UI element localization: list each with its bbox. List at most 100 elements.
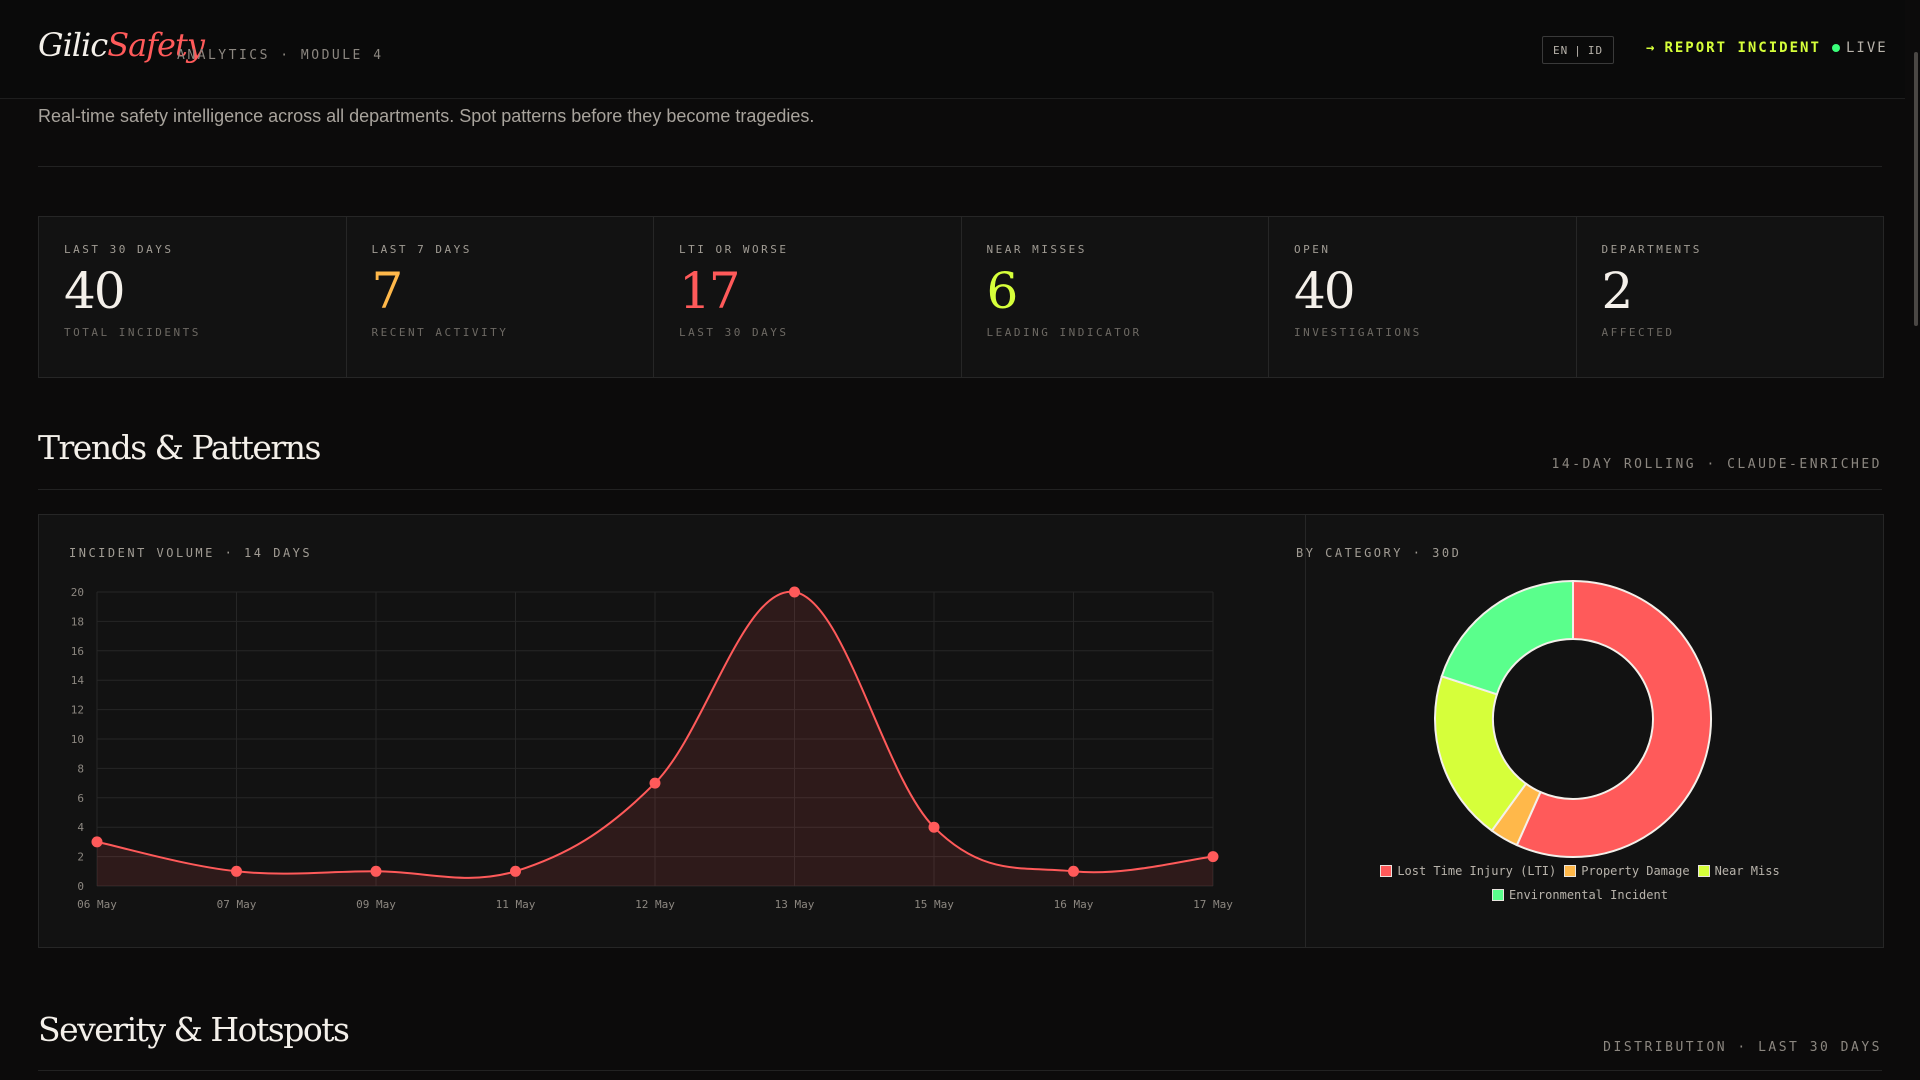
y-tick-label: 0: [77, 880, 84, 893]
data-point: [789, 586, 800, 598]
x-tick-label: 17 May: [1193, 898, 1233, 911]
y-tick-label: 8: [77, 762, 84, 775]
kpi-sublabel: RECENT ACTIVITY: [371, 326, 509, 339]
arrow-right-icon: →: [1646, 40, 1657, 56]
logo-wordmark-primary: Gilic: [38, 26, 108, 64]
x-tick-label: 09 May: [356, 898, 396, 911]
donut-slice: [1515, 579, 1712, 858]
kpi-card-recent-activity: LAST 7 DAYS 7 RECENT ACTIVITY: [347, 217, 654, 377]
logo[interactable]: GilicSafety: [38, 26, 205, 64]
kpi-card-departments: DEPARTMENTS 2 AFFECTED: [1577, 217, 1884, 377]
legend-item[interactable]: Lost Time Injury (LTI): [1380, 864, 1556, 878]
section-meta-trends: 14-DAY ROLLING · CLAUDE-ENRICHED: [1551, 457, 1882, 472]
kpi-value: 7: [371, 262, 404, 320]
top-bar: GilicSafety ANALYTICS · MODULE 4 EN | ID…: [0, 0, 1905, 99]
kpi-value: 40: [64, 262, 126, 320]
y-tick-label: 2: [77, 851, 84, 864]
y-tick-label: 18: [71, 615, 84, 628]
donut-slice: [1440, 579, 1574, 696]
data-point: [231, 865, 242, 877]
divider: [38, 1070, 1882, 1071]
legend-swatch: [1492, 889, 1505, 901]
section-title-trends: Trends & Patterns: [38, 428, 321, 467]
divider: [38, 489, 1882, 490]
x-tick-label: 11 May: [496, 898, 536, 911]
kpi-card-lti: LTI OR WORSE 17 LAST 30 DAYS: [654, 217, 962, 377]
live-label: LIVE: [1846, 40, 1888, 56]
kpi-sublabel: AFFECTED: [1601, 326, 1675, 339]
data-point: [370, 865, 382, 877]
kpi-sublabel: TOTAL INCIDENTS: [64, 326, 201, 339]
x-tick-label: 16 May: [1054, 898, 1094, 911]
kpi-strip: LAST 30 DAYS 40 TOTAL INCIDENTS LAST 7 D…: [38, 216, 1884, 378]
legend-item[interactable]: Near Miss: [1697, 864, 1780, 878]
legend-label: Property Damage: [1581, 864, 1690, 878]
x-tick-label: 07 May: [217, 898, 257, 911]
kpi-sublabel: INVESTIGATIONS: [1294, 326, 1422, 339]
page-tagline: Real-time safety intelligence across all…: [38, 106, 815, 126]
logo-wordmark-accent: Safety: [107, 26, 205, 64]
series-area: [97, 591, 1213, 886]
kpi-sublabel: LEADING INDICATOR: [986, 326, 1142, 339]
lang-separator: |: [1574, 43, 1582, 57]
lang-id-option[interactable]: ID: [1587, 43, 1604, 57]
kpi-label: LTI OR WORSE: [679, 243, 789, 256]
line-chart-title: INCIDENT VOLUME · 14 DAYS: [69, 546, 313, 560]
donut-chart-title: BY CATEGORY · 30D: [1296, 546, 1462, 560]
x-tick-label: 12 May: [635, 898, 675, 911]
kpi-label: NEAR MISSES: [986, 243, 1087, 256]
data-point: [928, 821, 940, 833]
section-title-severity: Severity & Hotspots: [38, 1010, 350, 1049]
data-point: [91, 836, 103, 848]
legend-swatch: [1697, 865, 1710, 877]
scrollbar-thumb[interactable]: [1914, 52, 1918, 326]
live-dot-icon: [1832, 44, 1840, 52]
y-tick-label: 20: [71, 586, 84, 599]
kpi-value: 17: [679, 262, 741, 320]
section-meta-severity: DISTRIBUTION · LAST 30 DAYS: [1603, 1040, 1882, 1055]
y-tick-label: 6: [77, 792, 84, 805]
data-point: [649, 777, 661, 789]
data-point: [510, 865, 521, 877]
kpi-value: 40: [1294, 262, 1356, 320]
kpi-sublabel: LAST 30 DAYS: [679, 326, 789, 339]
incident-volume-line-chart: 0 2 4 6 8 10 12 14 16 18 20 06 May 07 May 09 May 11 Ma…: [71, 586, 1233, 911]
y-tick-label: 14: [71, 674, 85, 687]
module-tag: ANALYTICS · MODULE 4: [177, 48, 384, 63]
legend-item[interactable]: Environmental Incident: [1492, 888, 1668, 902]
kpi-label: LAST 7 DAYS: [371, 243, 472, 256]
kpi-label: DEPARTMENTS: [1601, 243, 1702, 256]
category-donut-chart: [1434, 579, 1712, 858]
kpi-label: OPEN: [1294, 243, 1331, 256]
language-toggle[interactable]: EN | ID: [1542, 36, 1615, 64]
donut-legend: Lost Time Injury (LTI) Property Damage Nea…: [1300, 864, 1860, 912]
panel-divider: [1305, 515, 1306, 947]
kpi-label: LAST 30 DAYS: [64, 243, 174, 256]
kpi-card-total-incidents: LAST 30 DAYS 40 TOTAL INCIDENTS: [39, 217, 347, 377]
legend-label: Lost Time Injury (LTI): [1397, 864, 1557, 878]
kpi-value: 2: [1601, 262, 1634, 320]
live-indicator: LIVE: [1832, 40, 1888, 56]
report-incident-label: REPORT INCIDENT: [1664, 40, 1821, 56]
legend-label: Environmental Incident: [1509, 888, 1668, 902]
legend-label: Near Miss: [1714, 864, 1780, 878]
series-line: [96, 590, 1214, 879]
data-point: [1068, 865, 1079, 877]
kpi-value: 6: [986, 262, 1019, 320]
legend-item[interactable]: Property Damage: [1564, 864, 1690, 878]
kpi-card-near-misses: NEAR MISSES 6 LEADING INDICATOR: [962, 217, 1269, 377]
y-tick-label: 10: [71, 733, 84, 746]
legend-swatch: [1564, 865, 1577, 877]
y-tick-label: 16: [71, 645, 84, 658]
y-tick-label: 12: [71, 704, 84, 717]
data-point: [1207, 851, 1219, 863]
y-tick-label: 4: [77, 821, 84, 834]
x-tick-label: 15 May: [914, 898, 954, 911]
x-tick-label: 13 May: [775, 898, 815, 911]
lang-en-option[interactable]: EN: [1553, 43, 1569, 57]
kpi-card-open-investigations: OPEN 40 INVESTIGATIONS: [1269, 217, 1577, 377]
report-incident-button[interactable]: → REPORT INCIDENT: [1646, 40, 1821, 56]
legend-swatch: [1380, 865, 1393, 877]
x-tick-label: 06 May: [77, 898, 117, 911]
divider: [38, 166, 1882, 167]
